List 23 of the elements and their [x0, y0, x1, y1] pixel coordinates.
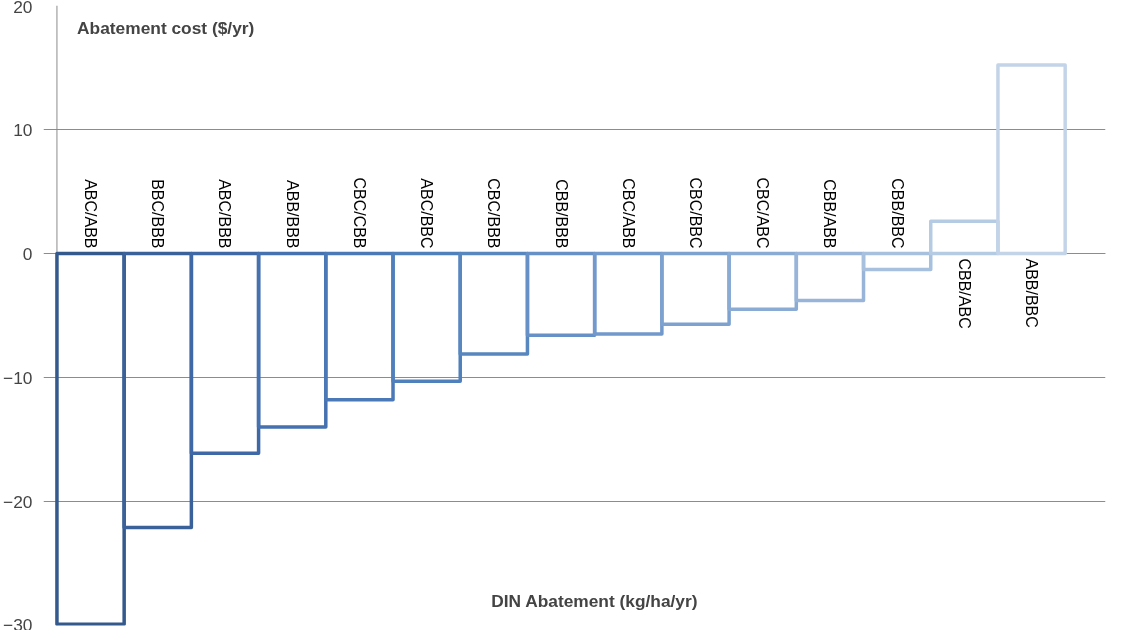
- y-tick-label: 0: [22, 243, 33, 264]
- x-tick-label: BBC/BBB: [149, 179, 167, 249]
- y-tick-label: −10: [3, 367, 33, 388]
- y-tick-label: 20: [13, 0, 33, 17]
- x-tick-label: CBB/ABB: [821, 179, 839, 249]
- y-tick-label: −30: [3, 614, 33, 635]
- y-tick-label: −20: [3, 491, 33, 512]
- x-tick-label: CBC/BBB: [485, 178, 503, 249]
- x-tick-label: ABB/BBC: [1023, 258, 1041, 328]
- y-tick-label: 10: [13, 119, 33, 140]
- x-tick-label: ABB/BBB: [283, 180, 301, 249]
- x-tick-label: CBC/ABC: [754, 177, 772, 249]
- x-tick-label: CBC/CBB: [350, 177, 368, 249]
- x-tick-label: CBC/BBC: [686, 177, 704, 249]
- x-tick-label: CBB/BBC: [888, 178, 906, 249]
- y-axis-title: Abatement cost ($/yr): [77, 17, 255, 38]
- x-tick-label: ABC/ABB: [82, 179, 100, 249]
- x-tick-label: ABC/BBB: [216, 179, 234, 249]
- x-tick-label: CBB/BBB: [552, 179, 570, 249]
- x-tick-label: CBC/ABB: [619, 178, 637, 249]
- x-tick-label: ABC/BBC: [418, 178, 436, 249]
- x-tick-label: CBB/ABC: [955, 258, 973, 329]
- x-axis-title: DIN Abatement (kg/ha/yr): [491, 590, 698, 611]
